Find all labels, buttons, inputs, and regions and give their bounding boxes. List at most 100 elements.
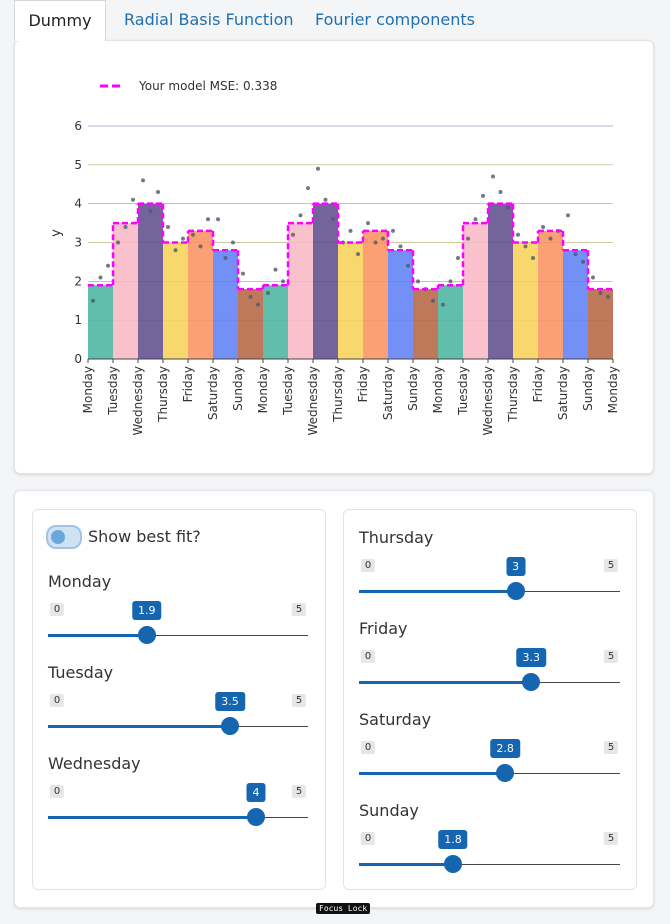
slider-track: [48, 635, 308, 636]
data-point: [573, 252, 578, 257]
slider-min: 0: [49, 603, 65, 616]
data-point: [323, 197, 328, 202]
x-tick-label: Saturday: [206, 366, 220, 420]
bar: [238, 289, 263, 359]
slider-value: 4: [246, 783, 266, 802]
data-point: [98, 275, 103, 280]
data-point: [181, 236, 185, 241]
y-tick-label: 3: [74, 236, 82, 250]
slider-thumb[interactable]: [496, 764, 515, 782]
data-point: [266, 290, 270, 295]
x-tick-label: Friday: [531, 366, 545, 402]
slider-label: Sunday: [359, 801, 419, 820]
slider-thumb[interactable]: [137, 626, 156, 644]
slider-value: 3: [506, 557, 526, 576]
data-point: [598, 290, 603, 295]
x-tick-label: Sunday: [231, 366, 245, 411]
data-point: [491, 174, 495, 179]
data-point: [381, 236, 385, 241]
data-point: [191, 232, 195, 237]
data-point: [441, 302, 445, 307]
slider-thumb[interactable]: [247, 808, 265, 826]
tab[interactable]: Dummy: [14, 0, 106, 41]
slider-thumb[interactable]: [522, 673, 541, 691]
data-point: [541, 224, 545, 229]
toggle[interactable]: [46, 525, 82, 549]
data-point: [406, 263, 410, 268]
data-point: [548, 236, 553, 241]
slider-max: 5: [603, 832, 619, 845]
slider-value: 1.9: [132, 601, 162, 620]
x-tick-label: Monday: [431, 366, 445, 413]
data-point: [173, 248, 178, 253]
x-tick-label: Sunday: [581, 366, 595, 411]
x-tick-label: Friday: [181, 366, 195, 402]
data-point: [273, 267, 278, 272]
x-tick-label: Sunday: [406, 366, 420, 411]
data-point: [481, 193, 485, 198]
data-point: [356, 252, 360, 257]
data-point: [431, 298, 435, 303]
bar: [138, 203, 163, 359]
bar: [588, 289, 613, 359]
slider-fill: [48, 634, 147, 637]
y-tick-label: 0: [74, 352, 82, 366]
slider-fill: [359, 681, 532, 684]
slider-thumb[interactable]: [221, 717, 239, 735]
data-point: [148, 209, 153, 214]
tab[interactable]: Fourier components: [315, 10, 475, 29]
tab[interactable]: Radial Basis Function: [124, 10, 294, 29]
slider-max: 5: [603, 741, 619, 754]
data-point: [131, 197, 135, 202]
slider-min: 0: [360, 650, 376, 663]
data-point: [456, 256, 460, 261]
bar: [313, 203, 338, 359]
bar: [163, 242, 188, 359]
x-tick-label: Wednesday: [131, 366, 145, 435]
slider-label: Monday: [48, 572, 112, 591]
toggle-knob: [51, 530, 65, 544]
x-tick-label: Monday: [606, 366, 620, 413]
slider-thumb[interactable]: [506, 582, 525, 600]
slider-value: 3.3: [516, 648, 546, 667]
data-point: [566, 213, 570, 218]
slider-thumb[interactable]: [443, 855, 462, 873]
data-point: [498, 190, 503, 195]
bar: [88, 285, 113, 359]
legend-label: Your model MSE: 0.338: [138, 79, 277, 93]
bar: [263, 285, 288, 359]
data-point: [281, 279, 285, 284]
data-point: [248, 294, 253, 299]
data-point: [306, 186, 310, 191]
data-point: [366, 221, 370, 226]
slider-value: 1.8: [438, 830, 468, 849]
data-point: [473, 217, 478, 222]
x-tick-label: Thursday: [156, 366, 170, 423]
data-point: [166, 224, 170, 229]
slider-min: 0: [360, 832, 376, 845]
controls-column: [32, 509, 326, 890]
x-tick-label: Monday: [81, 366, 95, 413]
slider-max: 5: [603, 559, 619, 572]
data-point: [373, 240, 378, 245]
data-point: [298, 213, 303, 218]
y-tick-label: 1: [74, 313, 82, 327]
slider-label: Thursday: [359, 528, 434, 547]
bar: [188, 230, 213, 359]
bar: [113, 223, 138, 359]
y-tick-label: 5: [74, 158, 82, 172]
bar: [363, 230, 388, 359]
slider-max: 5: [291, 785, 307, 798]
bar: [338, 242, 363, 359]
x-tick-label: Wednesday: [306, 366, 320, 435]
data-point: [156, 190, 160, 195]
data-point: [516, 232, 520, 237]
data-point: [448, 279, 453, 284]
x-tick-label: Saturday: [381, 366, 395, 420]
y-tick-label: 2: [74, 274, 82, 288]
bar: [463, 223, 488, 359]
data-point: [123, 224, 128, 229]
slider-fill: [359, 863, 453, 866]
slider-value: 3.5: [215, 692, 245, 711]
bar: [488, 203, 513, 359]
